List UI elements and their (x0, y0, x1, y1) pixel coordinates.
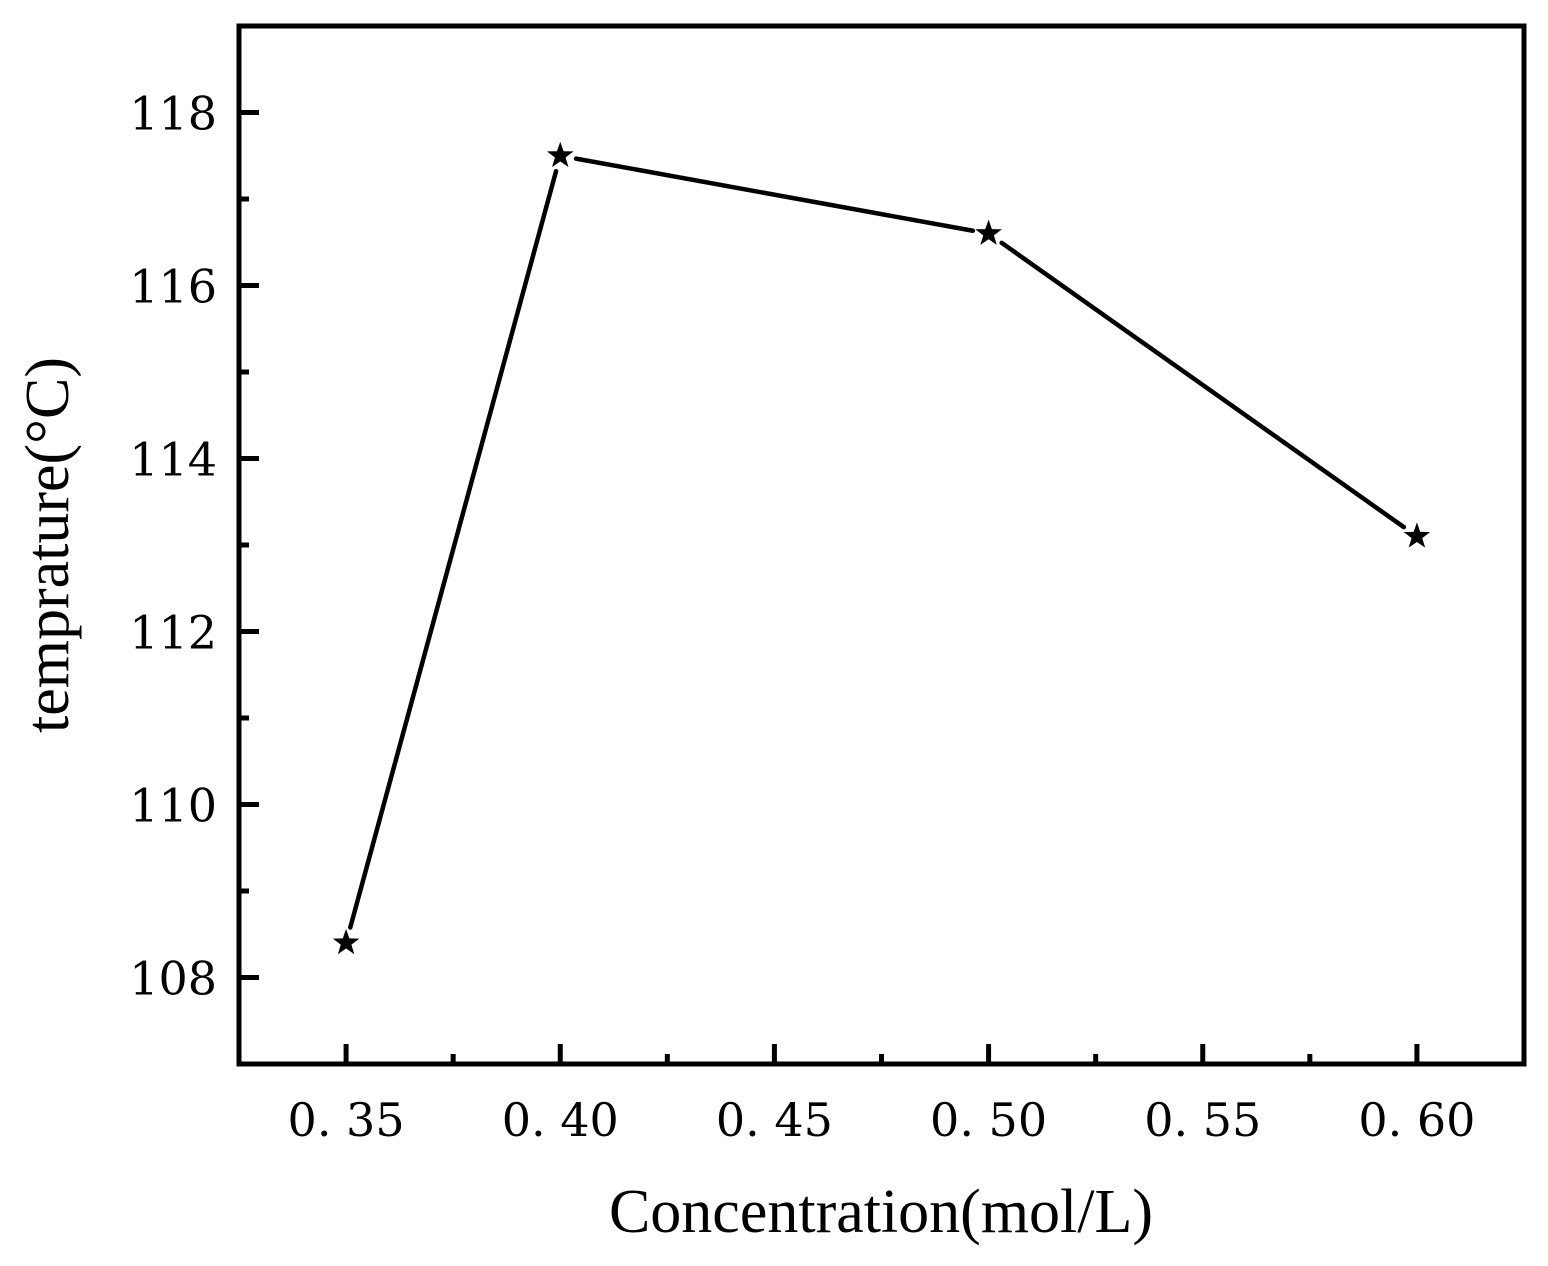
y-axis-title: temprature(°C) (14, 357, 82, 733)
x-tick-label: 0. 45 (716, 1093, 833, 1147)
series-markers (332, 141, 1431, 955)
series-line-segment (999, 240, 1407, 530)
plot-frame (236, 23, 1527, 1067)
data-point-star (1403, 522, 1431, 548)
series-lines (348, 156, 1407, 930)
x-tick-label: 0. 40 (502, 1093, 619, 1147)
y-tick-label: 116 (129, 260, 217, 314)
minor-ticks (239, 196, 1313, 1064)
series-line-segment (348, 168, 559, 930)
x-tick-label: 0. 50 (930, 1093, 1047, 1147)
data-point-star (975, 219, 1002, 245)
y-tick-label: 110 (129, 779, 217, 833)
data-point-star (546, 141, 574, 168)
y-tick-label: 114 (129, 433, 217, 487)
data-point-star (332, 928, 360, 955)
y-tick-label: 108 (129, 952, 217, 1006)
y-tick-label: 118 (129, 87, 217, 141)
y-tick-label: 112 (129, 606, 217, 660)
x-axis-title: Concentration(mol/L) (609, 1178, 1153, 1246)
x-tick-label: 0. 35 (288, 1093, 405, 1147)
x-tick-label: 0. 60 (1358, 1093, 1475, 1147)
x-tick-labels: 0. 35 0. 40 0. 45 0. 50 0. 55 0. 60 (288, 1093, 1476, 1147)
y-tick-labels: 108 110 112 114 116 118 (129, 87, 217, 1006)
x-tick-label: 0. 55 (1144, 1093, 1261, 1147)
major-ticks (239, 110, 1420, 1064)
series-line-segment (573, 156, 976, 233)
